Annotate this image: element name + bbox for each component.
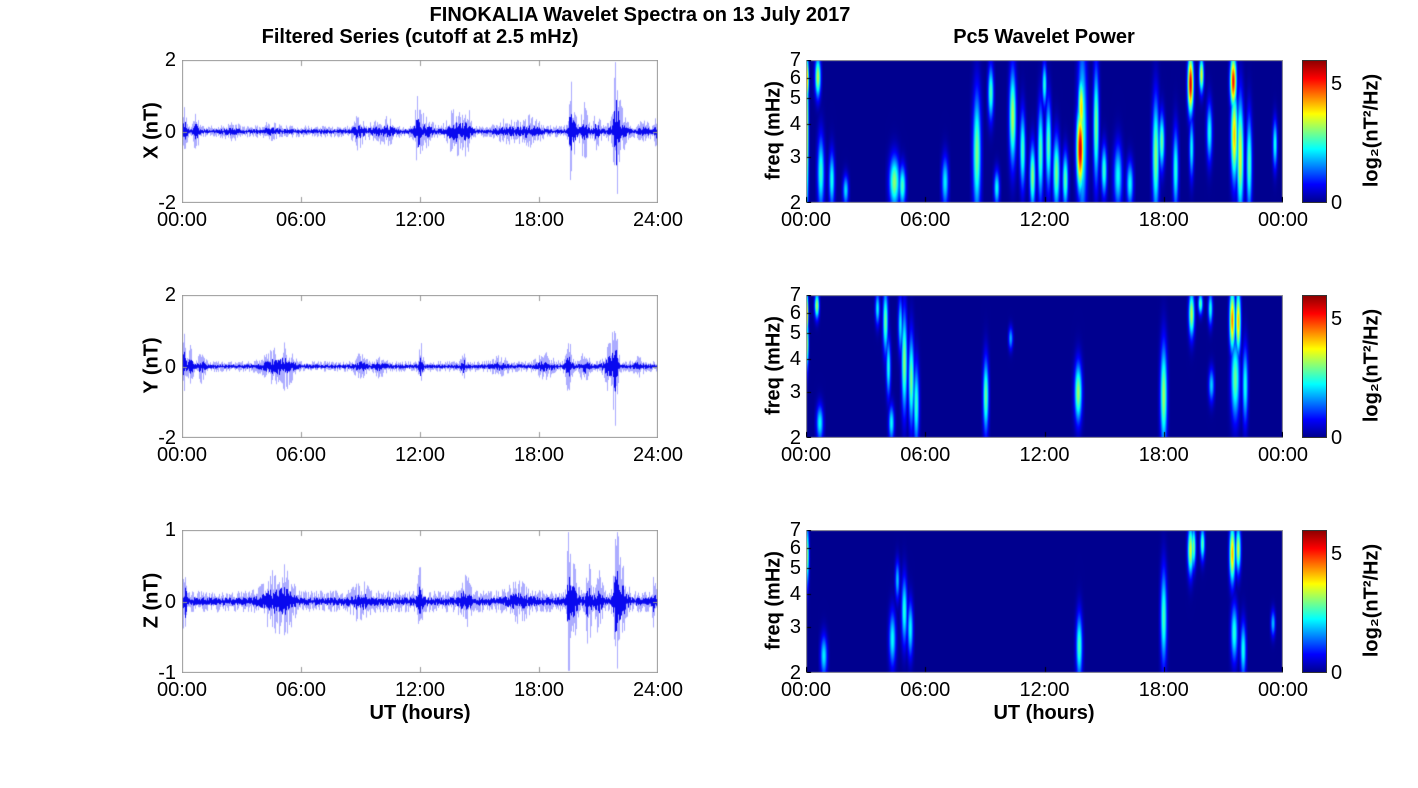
tick-label: 12:00: [394, 209, 446, 231]
spectrogram-y-plot: [806, 295, 1283, 438]
tick-label: 18:00: [513, 209, 565, 231]
timeseries-x-plot: [182, 60, 658, 203]
tick-label: 06:00: [275, 209, 327, 231]
tick-label: 2: [789, 662, 801, 684]
colorbar-2: [1302, 295, 1327, 438]
xlabel-right: UT (hours): [993, 702, 1095, 724]
colorbar-3: [1302, 530, 1327, 673]
tick-label: 6: [789, 66, 801, 89]
tick-label: 6: [789, 301, 801, 324]
timeseries-y-plot: [182, 295, 658, 438]
figure-title: FINOKALIA Wavelet Spectra on 13 July 201…: [429, 4, 851, 26]
tick-label: -2: [158, 192, 176, 214]
tick-label: 5: [1331, 307, 1343, 330]
tick-label: 00:00: [1257, 444, 1309, 466]
tick-label: 4: [789, 112, 801, 135]
tick-label: 5: [789, 557, 801, 580]
tick-label: 12:00: [1019, 444, 1070, 466]
tick-label: 0: [164, 590, 176, 613]
spectrogram-z-canvas: [806, 530, 1283, 673]
tick-label: 12:00: [1019, 209, 1070, 231]
tick-label: 18:00: [513, 679, 565, 701]
tick-label: 00:00: [1257, 209, 1309, 231]
left-column-title: Filtered Series (cutoff at 2.5 mHz): [261, 26, 579, 48]
tick-label: 7: [789, 284, 801, 306]
right-column-title: Pc5 Wavelet Power: [953, 26, 1135, 48]
spectrogram-x-plot: [806, 60, 1283, 203]
tick-label: -1: [158, 662, 176, 684]
tick-label: 3: [789, 615, 801, 638]
tick-label: 24:00: [632, 444, 684, 466]
spectrogram-y-canvas: [806, 295, 1283, 438]
tick-label: 12:00: [394, 444, 446, 466]
tick-label: 12:00: [1019, 679, 1070, 701]
tick-label: 06:00: [900, 444, 951, 466]
tick-label: 18:00: [1138, 209, 1189, 231]
tick-label: 7: [789, 49, 801, 71]
spectrogram-x-canvas: [806, 60, 1283, 203]
tick-label: 2: [164, 49, 176, 71]
tick-label: 06:00: [275, 679, 327, 701]
timeseries-x-canvas: [182, 60, 658, 203]
tick-label: 1: [164, 519, 176, 541]
tick-label: 0: [1331, 427, 1343, 449]
timeseries-y-canvas: [182, 295, 658, 438]
tick-label: 18:00: [1138, 679, 1189, 701]
tick-label: 00:00: [156, 444, 208, 466]
tick-label: 5: [1331, 542, 1343, 565]
colorbar-gradient: [1303, 296, 1326, 437]
colorbar-gradient: [1303, 61, 1326, 202]
tick-label: 5: [789, 322, 801, 345]
colorbar-gradient: [1303, 531, 1326, 672]
tick-label: 5: [1331, 72, 1343, 95]
tick-label: 4: [789, 347, 801, 370]
tick-label: 7: [789, 519, 801, 541]
tick-label: 24:00: [632, 679, 684, 701]
tick-label: 00:00: [780, 209, 832, 231]
xlabel-left: UT (hours): [369, 702, 471, 724]
timeseries-z-plot: [182, 530, 658, 673]
tick-label: 3: [789, 145, 801, 168]
tick-label: 3: [789, 380, 801, 403]
tick-label: 4: [789, 582, 801, 605]
tick-label: 06:00: [275, 444, 327, 466]
colorbar-1: [1302, 60, 1327, 203]
tick-label: 18:00: [1138, 444, 1189, 466]
colorbar-label-3: log₂(nT²/Hz): [1360, 543, 1383, 658]
tick-label: 6: [789, 536, 801, 559]
tick-label: 18:00: [513, 444, 565, 466]
tick-label: 06:00: [900, 679, 951, 701]
tick-label: 06:00: [900, 209, 951, 231]
tick-label: 0: [164, 120, 176, 143]
tick-label: 0: [1331, 662, 1343, 684]
colorbar-label-1: log₂(nT²/Hz): [1360, 73, 1383, 188]
colorbar-label-2: log₂(nT²/Hz): [1360, 308, 1383, 423]
tick-label: 00:00: [780, 444, 832, 466]
spectrogram-z-plot: [806, 530, 1283, 673]
tick-label: 00:00: [156, 679, 208, 701]
tick-label: -2: [158, 427, 176, 449]
tick-label: 00:00: [780, 679, 832, 701]
tick-label: 00:00: [156, 209, 208, 231]
tick-label: 2: [789, 192, 801, 214]
tick-label: 12:00: [394, 679, 446, 701]
tick-label: 2: [164, 284, 176, 306]
tick-label: 0: [164, 355, 176, 378]
tick-label: 00:00: [1257, 679, 1309, 701]
tick-label: 5: [789, 87, 801, 110]
tick-label: 2: [789, 427, 801, 449]
timeseries-z-canvas: [182, 530, 658, 673]
tick-label: 0: [1331, 192, 1343, 214]
tick-label: 24:00: [632, 209, 684, 231]
